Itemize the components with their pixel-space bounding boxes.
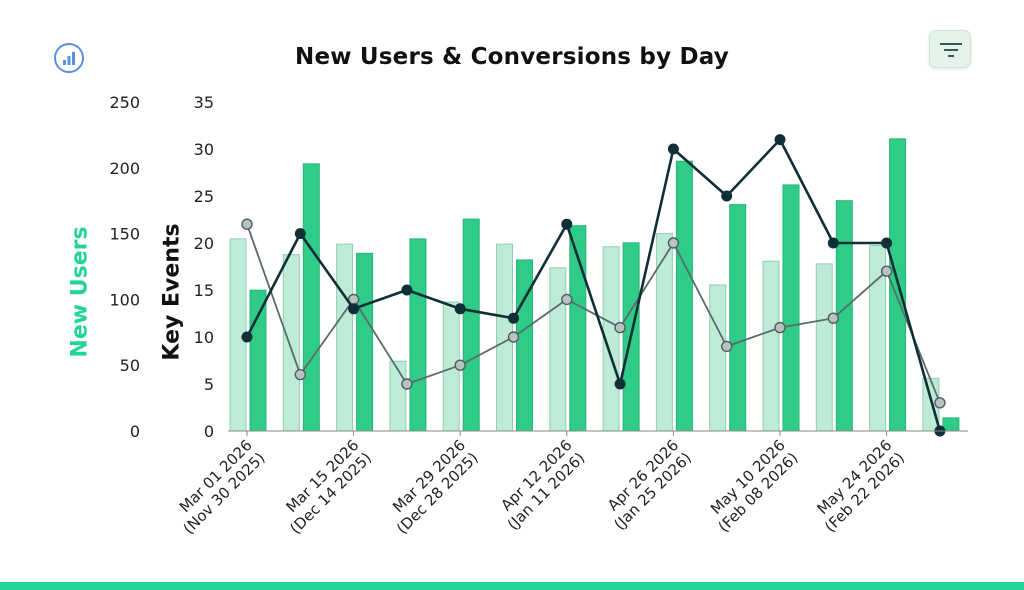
- x-tick-label: May 10 2026(Feb 08 2026): [702, 436, 802, 536]
- point-s1-6: [561, 293, 573, 306]
- bar-s0-9: [709, 284, 727, 432]
- point-s1-9: [721, 340, 733, 353]
- y-right-tick-label: 25: [194, 187, 214, 206]
- y-left-ticks: 0 50 100 150 200 250: [109, 93, 140, 441]
- y-left-tick-label: 0: [130, 422, 140, 441]
- y-left-tick-label: 50: [120, 356, 140, 375]
- point-s0-3: [401, 284, 413, 296]
- bar-s1-9: [729, 204, 747, 432]
- point-s0-0: [241, 331, 253, 343]
- filter-icon: [940, 43, 962, 57]
- bar-s0-1: [282, 254, 300, 432]
- bar-s1-10: [782, 184, 800, 432]
- x-ticks: Mar 01 2026(Nov 30 2025) Mar 15 2026(Dec …: [167, 431, 908, 538]
- bar-s0-6: [549, 267, 567, 432]
- y-right-tick-label: 10: [194, 328, 214, 347]
- bar-s0-2: [336, 243, 354, 432]
- bar-s1-3: [409, 238, 427, 432]
- point-s1-8: [667, 237, 680, 249]
- line-series-1: [246, 223, 941, 404]
- bar-s1-11: [835, 200, 853, 432]
- x-tick-label: May 24 2026(Feb 22 2026): [808, 436, 908, 536]
- bar-s1-0: [249, 289, 267, 432]
- point-s1-0: [241, 218, 253, 230]
- y-right-tick-label: 0: [204, 422, 214, 441]
- bar-chart-icon: [63, 52, 75, 65]
- point-s0-6: [561, 218, 573, 230]
- line-series-0: [245, 138, 942, 432]
- point-s0-1: [294, 228, 306, 240]
- point-s0-9: [721, 190, 733, 202]
- x-tick-label: Mar 29 2026(Dec 28 2025): [380, 436, 481, 537]
- bar-s1-13: [942, 417, 960, 432]
- point-s0-10: [774, 134, 786, 146]
- y-left-tick-label: 200: [109, 159, 140, 178]
- x-tick-label: Apr 12 2026(Jan 11 2026): [491, 436, 588, 533]
- y-right-tick-label: 30: [194, 140, 214, 159]
- chart-title: New Users & Conversions by Day: [295, 44, 729, 70]
- point-s0-2: [348, 303, 360, 315]
- point-s1-3: [401, 378, 413, 390]
- bar-s0-3: [389, 360, 407, 432]
- bar-s1-1: [302, 163, 320, 432]
- y-right-tick-label: 35: [194, 93, 214, 112]
- point-s0-8: [667, 143, 679, 155]
- point-s0-7: [614, 378, 626, 390]
- point-s0-11: [827, 237, 839, 249]
- point-s0-5: [508, 312, 519, 324]
- x-tick-label: Mar 01 2026(Nov 30 2025): [167, 436, 269, 538]
- point-s1-13: [934, 397, 946, 409]
- point-s1-10: [774, 321, 786, 334]
- point-s1-12: [880, 265, 893, 277]
- lines-layer: [241, 134, 946, 437]
- bar-s0-8: [655, 233, 673, 432]
- y-left-tick-label: 250: [109, 93, 140, 112]
- bar-s0-10: [762, 260, 780, 432]
- bar-s1-4: [462, 218, 480, 432]
- point-s0-4: [454, 303, 466, 315]
- point-s1-7: [614, 321, 626, 334]
- point-s1-11: [827, 312, 839, 324]
- logo-button[interactable]: [54, 43, 84, 73]
- point-s0-12: [881, 237, 893, 249]
- y-right-ticks: 0 5 10 15 20 25 30 35: [194, 93, 214, 441]
- filter-button[interactable]: [929, 30, 971, 68]
- x-tick-label: Mar 15 2026(Dec 14 2025): [274, 436, 375, 537]
- bar-s0-11: [815, 263, 833, 432]
- point-s1-5: [507, 331, 520, 343]
- x-tick-label: Apr 26 2026(Jan 25 2026): [598, 436, 695, 533]
- y-right-tick-label: 15: [194, 281, 214, 300]
- bar-s1-8: [675, 160, 693, 432]
- point-s1-1: [294, 368, 306, 381]
- bar-s1-5: [516, 259, 533, 432]
- y-left-tick-label: 150: [109, 225, 140, 244]
- y-left-tick-label: 100: [109, 290, 140, 309]
- bars-layer: [229, 138, 960, 432]
- point-s1-4: [454, 359, 466, 371]
- y-right-tick-label: 5: [204, 375, 214, 394]
- bottom-accent-bar: [0, 582, 1024, 590]
- y-right-tick-label: 20: [194, 234, 214, 253]
- bar-s1-2: [356, 252, 374, 432]
